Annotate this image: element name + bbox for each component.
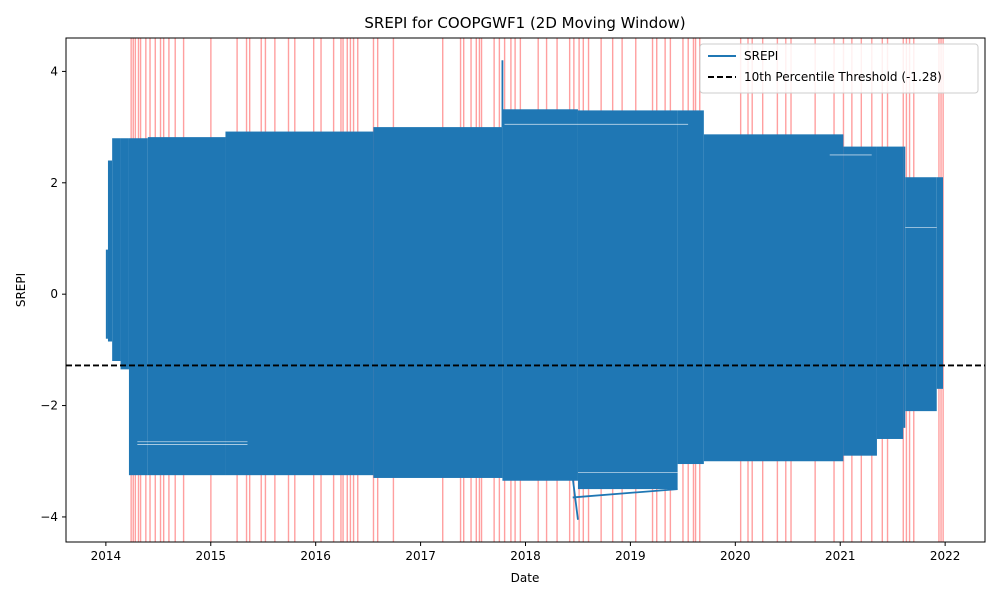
srepi-band-2 [112, 138, 121, 362]
y-axis-label: SREPI [14, 273, 28, 307]
x-tick-label-2017: 2017 [405, 549, 436, 563]
srepi-band-4 [128, 138, 148, 476]
srepi-band-7 [373, 127, 503, 478]
x-tick-label-2015: 2015 [196, 549, 227, 563]
srepi-band-12 [843, 146, 877, 456]
srepi-band-9 [577, 110, 678, 490]
y-tick-label-4: 4 [50, 64, 58, 78]
srepi-band-6 [225, 131, 374, 476]
srepi-band-15 [905, 177, 937, 412]
x-tick-label-2022: 2022 [930, 549, 961, 563]
srepi-band-1 [107, 160, 113, 342]
srepi-band-16 [936, 177, 944, 389]
legend: SREPI 10th Percentile Threshold (-1.28) [699, 43, 979, 94]
x-axis-ticks: 2014 2015 2016 2017 2018 2019 2020 2021 2022 [91, 542, 961, 563]
srepi-band-5 [147, 137, 226, 476]
srepi-band-14 [903, 146, 906, 428]
srepi-band-3 [120, 138, 129, 370]
legend-entry-srepi: SREPI [744, 49, 778, 63]
legend-entry-threshold: 10th Percentile Threshold (-1.28) [744, 70, 942, 84]
x-tick-label-2019: 2019 [615, 549, 646, 563]
x-tick-label-2016: 2016 [300, 549, 331, 563]
y-axis-ticks: −4 −2 0 2 4 [40, 64, 66, 524]
y-tick-label--2: −2 [40, 399, 58, 413]
x-axis-label: Date [511, 571, 540, 585]
srepi-spike-1 [571, 477, 579, 520]
x-tick-label-2014: 2014 [91, 549, 122, 563]
srepi-series-layer [105, 60, 944, 520]
chart-title: SREPI for COOPGWF1 (2D Moving Window) [364, 14, 685, 32]
srepi-band-11 [703, 134, 844, 462]
srepi-band-13 [876, 146, 904, 439]
drought-shade-89 [942, 38, 944, 542]
y-tick-label-0: 0 [50, 287, 58, 301]
srepi-band-8 [502, 109, 578, 481]
y-tick-label--4: −4 [40, 510, 58, 524]
legend-box [699, 43, 979, 94]
srepi-spike-2 [572, 488, 678, 499]
srepi-band-10 [677, 110, 704, 465]
x-tick-label-2018: 2018 [510, 549, 541, 563]
y-tick-label-2: 2 [50, 176, 58, 190]
x-tick-label-2020: 2020 [720, 549, 751, 563]
x-tick-label-2021: 2021 [825, 549, 856, 563]
srepi-band-0 [105, 249, 108, 339]
